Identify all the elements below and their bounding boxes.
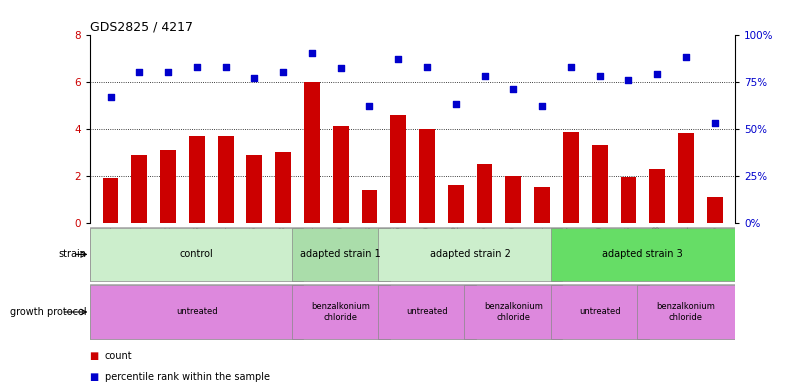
Text: benzalkonium
chloride: benzalkonium chloride: [656, 302, 715, 322]
Text: growth protocol: growth protocol: [10, 307, 86, 317]
FancyBboxPatch shape: [378, 228, 562, 281]
Text: untreated: untreated: [578, 308, 620, 316]
FancyBboxPatch shape: [551, 228, 735, 281]
Text: GSM154802: GSM154802: [163, 225, 173, 271]
Point: [190, 63, 203, 70]
Bar: [189, 136, 205, 223]
Text: untreated: untreated: [406, 308, 448, 316]
FancyBboxPatch shape: [465, 285, 562, 339]
Bar: [592, 145, 608, 223]
Point: [219, 63, 232, 70]
Text: adapted strain 2: adapted strain 2: [430, 249, 511, 260]
Text: adapted strain 3: adapted strain 3: [602, 249, 683, 260]
Point: [680, 54, 692, 60]
FancyBboxPatch shape: [90, 285, 303, 339]
Text: GSM154820: GSM154820: [509, 225, 518, 271]
Text: benzalkonium
chloride: benzalkonium chloride: [311, 302, 370, 322]
Point: [479, 73, 491, 79]
Point: [421, 63, 433, 70]
Point: [623, 77, 635, 83]
Point: [363, 103, 376, 109]
Bar: [218, 136, 233, 223]
Bar: [391, 114, 406, 223]
Text: GSM154825: GSM154825: [711, 225, 719, 271]
Text: count: count: [105, 351, 132, 361]
Text: GSM154824: GSM154824: [538, 225, 546, 271]
Text: benzalkonium
chloride: benzalkonium chloride: [484, 302, 543, 322]
Text: ■: ■: [90, 372, 103, 382]
Bar: [160, 150, 176, 223]
Bar: [505, 176, 521, 223]
FancyBboxPatch shape: [551, 285, 648, 339]
Bar: [476, 164, 493, 223]
Text: GSM154807: GSM154807: [567, 225, 575, 272]
Bar: [649, 169, 665, 223]
Bar: [362, 190, 377, 223]
Point: [162, 69, 174, 75]
Text: untreated: untreated: [176, 308, 218, 316]
Text: GSM154808: GSM154808: [279, 225, 288, 271]
Text: GSM154821: GSM154821: [681, 225, 690, 271]
Text: GSM154814: GSM154814: [307, 225, 317, 271]
Point: [593, 73, 606, 79]
Point: [248, 75, 261, 81]
Point: [105, 94, 117, 100]
Point: [133, 69, 145, 75]
Bar: [275, 152, 291, 223]
Text: GDS2825 / 4217: GDS2825 / 4217: [90, 20, 193, 33]
FancyBboxPatch shape: [637, 285, 735, 339]
FancyBboxPatch shape: [378, 285, 476, 339]
Bar: [103, 178, 119, 223]
Text: GSM154819: GSM154819: [336, 225, 345, 271]
Text: GSM154823: GSM154823: [365, 225, 374, 271]
Text: GSM154803: GSM154803: [193, 225, 201, 272]
Text: GSM154801: GSM154801: [135, 225, 144, 271]
Bar: [419, 129, 435, 223]
Bar: [332, 126, 349, 223]
Bar: [707, 197, 722, 223]
Text: GSM154810: GSM154810: [595, 225, 604, 271]
Bar: [247, 154, 263, 223]
Point: [507, 86, 520, 92]
Text: GSM154812: GSM154812: [451, 225, 461, 271]
Text: adapted strain 1: adapted strain 1: [300, 249, 381, 260]
Point: [651, 71, 663, 77]
Text: control: control: [180, 249, 214, 260]
FancyBboxPatch shape: [292, 285, 390, 339]
Text: percentile rank within the sample: percentile rank within the sample: [105, 372, 270, 382]
FancyBboxPatch shape: [90, 228, 303, 281]
Text: GSM154816: GSM154816: [480, 225, 489, 271]
Point: [564, 63, 577, 70]
Point: [392, 56, 405, 62]
Text: GSM154813: GSM154813: [624, 225, 633, 271]
Point: [536, 103, 549, 109]
FancyBboxPatch shape: [292, 228, 390, 281]
Point: [334, 65, 347, 71]
Bar: [678, 133, 694, 223]
Text: GSM154804: GSM154804: [221, 225, 230, 272]
Point: [450, 101, 462, 107]
Point: [277, 69, 289, 75]
Text: strain: strain: [58, 249, 86, 260]
Text: ■: ■: [90, 351, 103, 361]
Bar: [304, 82, 320, 223]
Text: GSM154809: GSM154809: [423, 225, 432, 272]
Text: GSM154818: GSM154818: [652, 225, 662, 271]
Bar: [534, 187, 550, 223]
Text: GSM154806: GSM154806: [394, 225, 402, 272]
Text: GSM153894: GSM153894: [106, 225, 115, 272]
Bar: [620, 177, 637, 223]
Bar: [448, 185, 464, 223]
Bar: [563, 132, 578, 223]
Point: [708, 120, 721, 126]
Point: [306, 50, 318, 56]
Bar: [131, 154, 147, 223]
Text: GSM154805: GSM154805: [250, 225, 259, 272]
